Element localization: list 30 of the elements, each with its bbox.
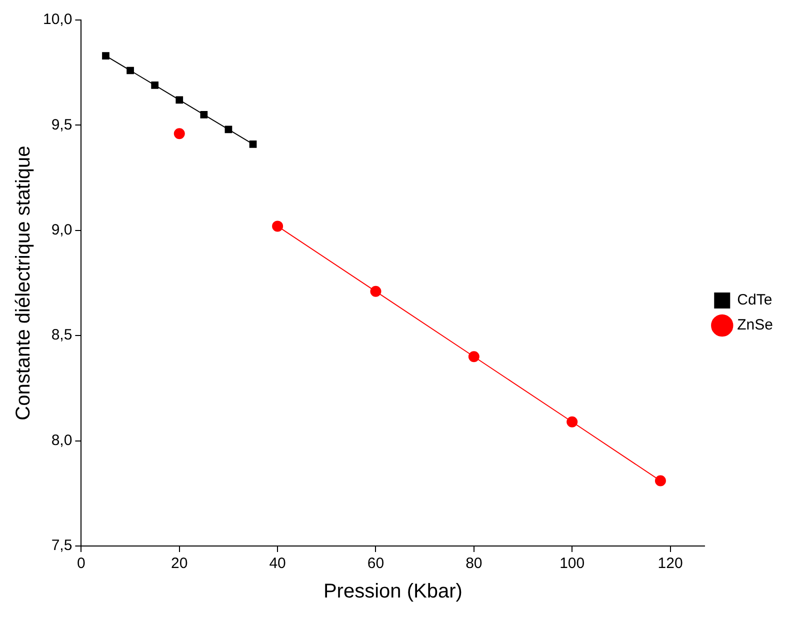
point (151, 82, 159, 89)
legend-label: ZnSe (737, 316, 774, 334)
x-tick-label: 80 (466, 555, 482, 572)
x-tick-label: 40 (269, 555, 286, 572)
point (272, 220, 284, 232)
y-tick-label: 8,5 (51, 326, 72, 344)
point (174, 128, 185, 140)
x-tick-label: 0 (77, 555, 86, 572)
y-tick-label: 8,0 (51, 432, 72, 449)
x-axis-title: Pression (Kbar) (323, 580, 462, 603)
point (249, 140, 257, 148)
point (224, 126, 232, 134)
y-axis-title: Constante diélectrique statique (12, 146, 35, 420)
y-tick-label: 9,0 (51, 222, 72, 239)
x-tick-label: 100 (560, 555, 585, 572)
point (468, 351, 480, 362)
point (370, 286, 382, 297)
y-tick-label: 10,0 (42, 11, 72, 28)
point (176, 96, 184, 104)
y-tick-label: 9,5 (51, 116, 72, 134)
point (200, 111, 208, 118)
point (126, 66, 134, 74)
point (654, 475, 666, 486)
point (566, 416, 578, 428)
x-tick-label: 60 (367, 555, 384, 572)
x-tick-label: 120 (658, 555, 683, 572)
y-tick-label: 7,5 (51, 537, 72, 554)
point (102, 52, 110, 60)
legend-label: CdTe (737, 292, 772, 309)
x-tick-label: 20 (171, 555, 188, 572)
